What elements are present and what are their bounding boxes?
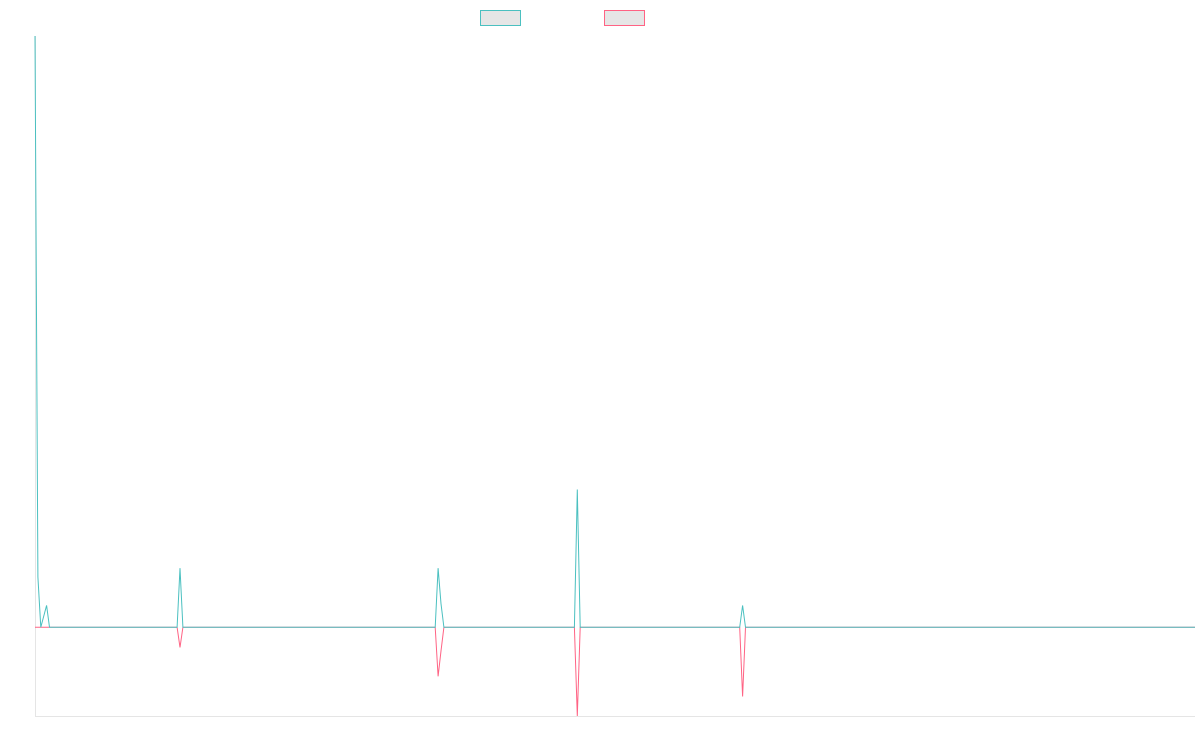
legend-swatch — [480, 10, 521, 26]
series-line — [35, 626, 1195, 717]
series-line — [34, 35, 1195, 628]
legend-swatch — [604, 10, 645, 26]
